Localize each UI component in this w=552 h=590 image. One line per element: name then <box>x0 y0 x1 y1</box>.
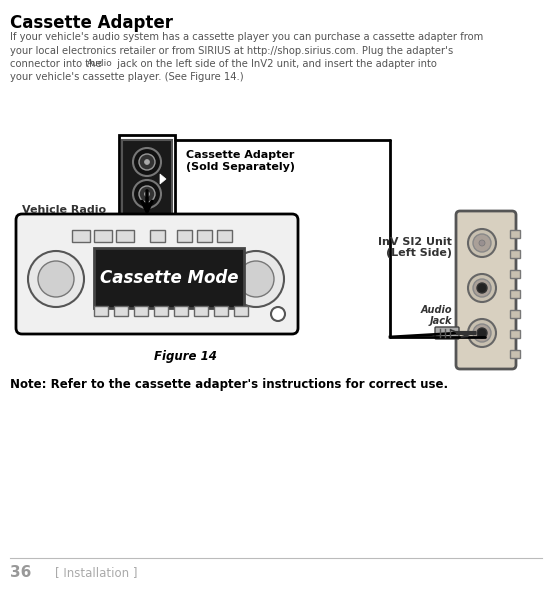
Text: (Left Side): (Left Side) <box>386 248 452 258</box>
Text: InV SI2 Unit: InV SI2 Unit <box>378 237 452 247</box>
FancyBboxPatch shape <box>435 327 459 339</box>
Circle shape <box>145 192 150 196</box>
Bar <box>134 306 148 316</box>
Circle shape <box>468 274 496 302</box>
Bar <box>214 306 228 316</box>
Circle shape <box>473 279 491 297</box>
Text: your local electronics retailer or from SIRIUS at http://shop.sirius.com. Plug t: your local electronics retailer or from … <box>10 45 453 55</box>
Bar <box>174 306 188 316</box>
Text: [ Installation ]: [ Installation ] <box>55 566 137 579</box>
Bar <box>114 306 128 316</box>
Bar <box>510 230 520 238</box>
Text: Audio: Audio <box>421 305 452 315</box>
Text: connector into the: connector into the <box>10 59 105 69</box>
Bar <box>177 230 192 242</box>
Circle shape <box>133 148 161 176</box>
Bar <box>510 330 520 338</box>
Bar <box>510 290 520 298</box>
Bar <box>94 230 112 242</box>
Bar <box>510 350 520 358</box>
Bar <box>119 135 175 223</box>
Circle shape <box>28 251 84 307</box>
Text: Vehicle Radio: Vehicle Radio <box>22 205 106 215</box>
Bar <box>116 230 134 242</box>
Text: Figure 14: Figure 14 <box>153 350 216 363</box>
Polygon shape <box>160 174 166 184</box>
Circle shape <box>468 229 496 257</box>
Bar <box>510 250 520 258</box>
Circle shape <box>468 319 496 347</box>
Bar <box>94 248 244 308</box>
Bar <box>122 140 172 218</box>
Text: jack on the left side of the InV2 unit, and insert the adapter into: jack on the left side of the InV2 unit, … <box>114 59 437 69</box>
Circle shape <box>238 261 274 297</box>
Circle shape <box>473 234 491 252</box>
Bar <box>510 270 520 278</box>
Text: Cassette Adapter: Cassette Adapter <box>10 14 173 32</box>
Circle shape <box>473 324 491 342</box>
Bar <box>154 306 168 316</box>
Text: Note: Refer to the cassette adapter's instructions for correct use.: Note: Refer to the cassette adapter's in… <box>10 378 448 391</box>
Text: Cassette Mode: Cassette Mode <box>100 269 238 287</box>
Bar <box>234 306 248 316</box>
Circle shape <box>139 154 155 170</box>
Text: Jack: Jack <box>429 316 452 326</box>
Bar <box>510 310 520 318</box>
Circle shape <box>479 240 485 246</box>
Bar <box>94 306 108 316</box>
Bar <box>72 230 90 242</box>
Text: Cassette Adapter: Cassette Adapter <box>186 150 294 160</box>
Bar <box>194 306 208 316</box>
Text: 36: 36 <box>10 565 31 580</box>
FancyBboxPatch shape <box>456 211 516 369</box>
Text: your vehicle's cassette player. (See Figure 14.): your vehicle's cassette player. (See Fig… <box>10 73 243 83</box>
Circle shape <box>228 251 284 307</box>
Circle shape <box>145 159 150 165</box>
Text: Audio: Audio <box>87 59 113 68</box>
FancyBboxPatch shape <box>16 214 298 334</box>
Circle shape <box>271 307 285 321</box>
Circle shape <box>139 186 155 202</box>
Circle shape <box>133 180 161 208</box>
Text: If your vehicle's audio system has a cassette player you can purchase a cassette: If your vehicle's audio system has a cas… <box>10 32 483 42</box>
Bar <box>150 230 165 242</box>
Circle shape <box>477 283 487 293</box>
Circle shape <box>477 328 487 338</box>
Text: (Sold Separately): (Sold Separately) <box>185 162 295 172</box>
Circle shape <box>38 261 74 297</box>
Bar <box>217 230 232 242</box>
Bar <box>197 230 212 242</box>
